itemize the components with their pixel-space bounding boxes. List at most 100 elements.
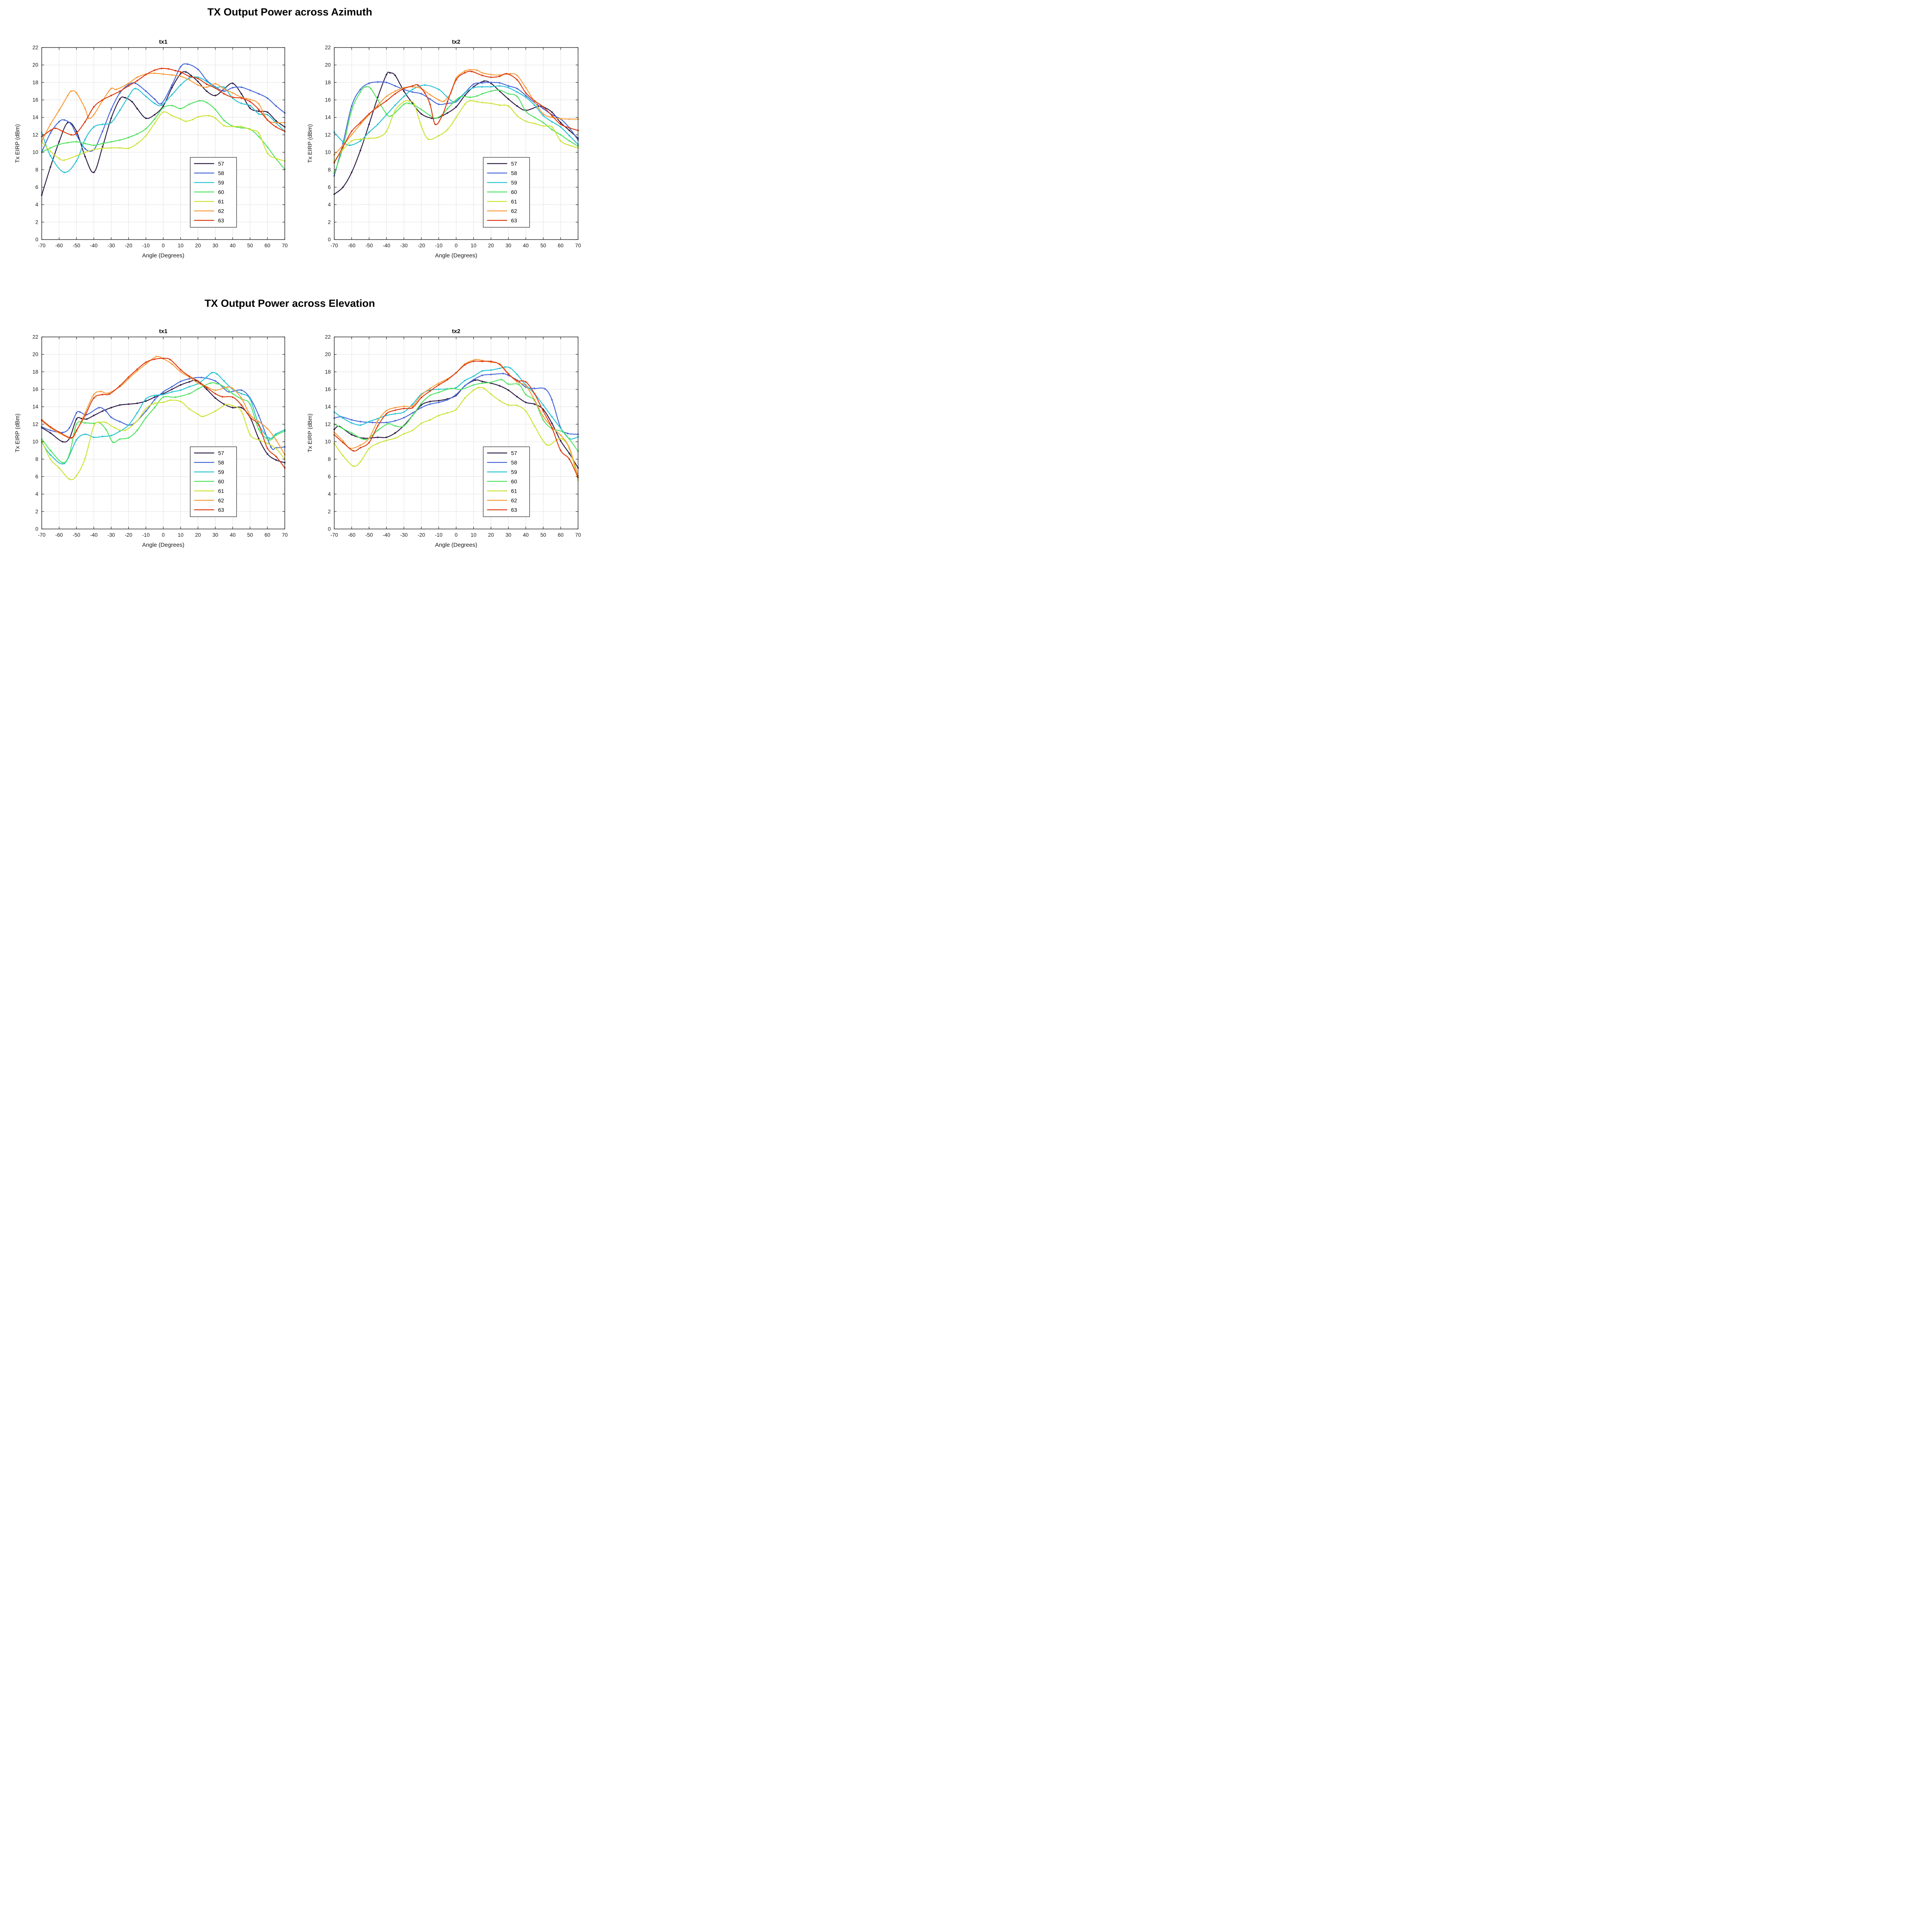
- legend-label-59: 59: [511, 469, 517, 475]
- series-marker-58: [258, 93, 260, 95]
- series-marker-57: [171, 87, 173, 89]
- series-marker-63: [542, 106, 544, 108]
- series-marker-58: [544, 388, 546, 390]
- series-marker-62: [70, 90, 72, 92]
- series-marker-63: [424, 92, 426, 94]
- series-marker-62: [136, 76, 138, 78]
- series-marker-59: [424, 84, 426, 86]
- series-marker-59: [412, 403, 413, 405]
- series-marker-59: [568, 135, 570, 137]
- series-marker-63: [180, 71, 182, 73]
- series-marker-61: [100, 422, 102, 423]
- series-marker-60: [162, 107, 164, 109]
- x-tick-label: 10: [471, 243, 476, 248]
- series-marker-62: [525, 87, 527, 89]
- series-marker-58: [61, 432, 64, 434]
- series-marker-59: [499, 85, 501, 87]
- series-marker-63: [464, 364, 466, 366]
- series-marker-58: [372, 422, 374, 423]
- series-marker-60: [258, 136, 260, 138]
- series-marker-61: [534, 122, 536, 124]
- series-marker-63: [188, 375, 190, 377]
- series-marker-63: [394, 93, 396, 95]
- series-marker-61: [359, 461, 361, 463]
- series-marker-57: [49, 432, 51, 434]
- series-marker-59: [412, 88, 413, 90]
- series-marker-58: [86, 413, 88, 416]
- series-marker-61: [490, 102, 492, 104]
- series-marker-61: [481, 102, 483, 104]
- series-marker-63: [429, 103, 431, 105]
- series-marker-57: [438, 400, 440, 402]
- series-marker-57: [119, 404, 121, 406]
- series-marker-60: [500, 379, 502, 381]
- series-marker-59: [534, 104, 536, 106]
- series-marker-60: [153, 406, 156, 409]
- series-marker-63: [412, 406, 413, 409]
- y-tick-label: 12: [32, 421, 38, 427]
- series-marker-57: [136, 108, 138, 110]
- series-marker-62: [509, 73, 511, 75]
- series-marker-57: [258, 438, 260, 440]
- series-marker-57: [93, 171, 95, 173]
- series-marker-57: [507, 98, 509, 100]
- series-marker-57: [214, 397, 216, 399]
- series-marker-62: [464, 70, 466, 72]
- legend-label-59: 59: [511, 179, 517, 185]
- series-marker-59: [368, 421, 370, 423]
- series-marker-61: [342, 455, 344, 457]
- series-marker-57: [124, 97, 126, 99]
- series-marker-60: [568, 438, 570, 440]
- subplot-title: tx2: [452, 328, 461, 335]
- series-marker-63: [455, 79, 457, 81]
- legend-label-63: 63: [511, 507, 517, 513]
- series-marker-57: [171, 388, 173, 390]
- series-marker-58: [75, 134, 77, 136]
- series-marker-61: [105, 422, 107, 423]
- legend-label-61: 61: [511, 488, 517, 494]
- series-marker-61: [368, 137, 370, 139]
- series-marker-61: [185, 120, 187, 122]
- series-marker-63: [417, 84, 419, 86]
- series-marker-61: [214, 410, 216, 412]
- x-tick-label: 60: [265, 243, 270, 248]
- series-marker-61: [136, 143, 138, 145]
- series-marker-61: [197, 116, 199, 118]
- series-marker-57: [403, 90, 405, 92]
- series-marker-59: [394, 413, 396, 415]
- series-marker-63: [506, 73, 508, 75]
- series-marker-63: [49, 129, 51, 131]
- series-marker-63: [446, 100, 449, 103]
- series-marker-61: [114, 427, 116, 429]
- series-marker-63: [180, 369, 182, 371]
- series-marker-60: [481, 93, 483, 95]
- series-marker-62: [258, 103, 260, 105]
- x-tick-label: 40: [523, 532, 529, 538]
- series-marker-59: [368, 131, 370, 133]
- x-tick-label: -60: [348, 532, 355, 538]
- series-marker-59: [153, 395, 156, 396]
- series-marker-57: [499, 385, 501, 387]
- legend-label-59: 59: [218, 469, 224, 475]
- series-marker-59: [136, 412, 138, 414]
- series-marker-58: [68, 427, 70, 429]
- series-marker-62: [568, 447, 570, 449]
- x-tick-label: -10: [142, 532, 150, 538]
- series-marker-59: [438, 388, 440, 390]
- series-marker-60: [188, 103, 190, 105]
- x-tick-label: 20: [488, 532, 494, 538]
- series-marker-63: [174, 70, 177, 71]
- series-marker-60: [136, 429, 138, 431]
- series-marker-58: [240, 86, 242, 88]
- series-marker-60: [128, 437, 129, 439]
- series-marker-63: [75, 132, 77, 134]
- series-marker-62: [275, 122, 277, 124]
- series-marker-62: [232, 92, 234, 94]
- series-marker-60: [469, 96, 471, 98]
- series-marker-57: [455, 106, 457, 108]
- series-marker-61: [249, 129, 251, 131]
- series-marker-60: [67, 142, 69, 144]
- series-marker-57: [483, 80, 485, 82]
- series-marker-63: [342, 442, 344, 444]
- series-marker-62: [377, 104, 379, 106]
